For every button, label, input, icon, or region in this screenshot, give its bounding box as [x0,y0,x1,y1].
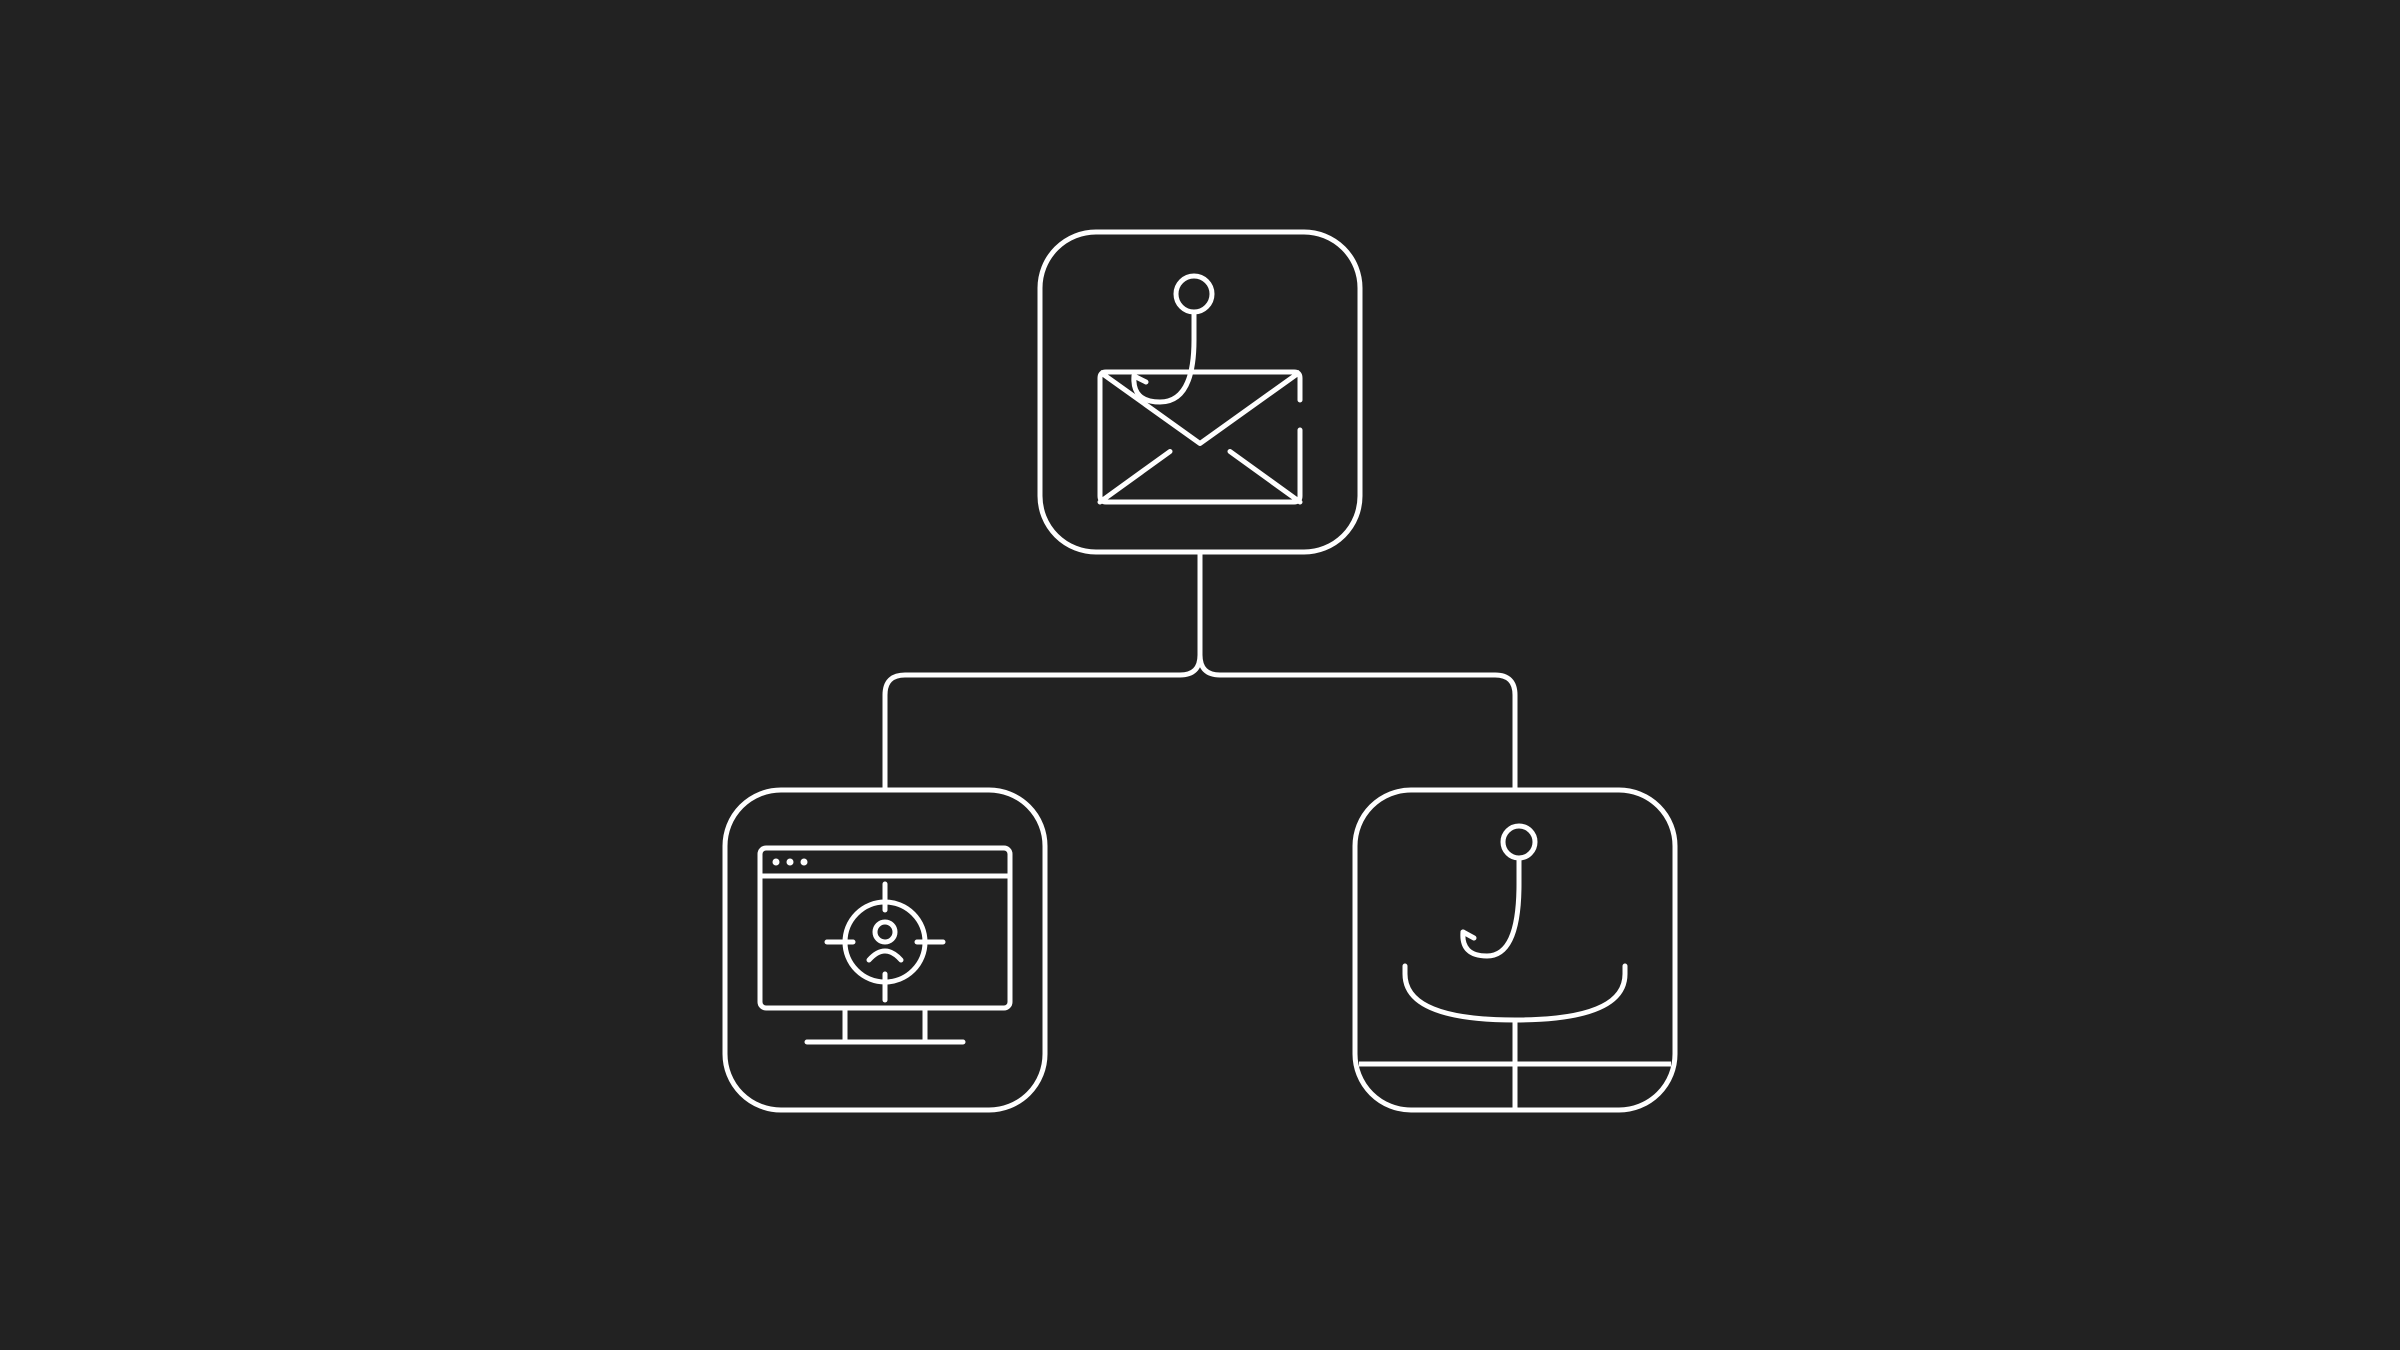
diagram-stage [0,0,2400,1350]
targeted-monitor-node [725,790,1045,1110]
phishing-email-node [1040,232,1360,552]
phishing-hook-boat-node [1355,790,1675,1110]
